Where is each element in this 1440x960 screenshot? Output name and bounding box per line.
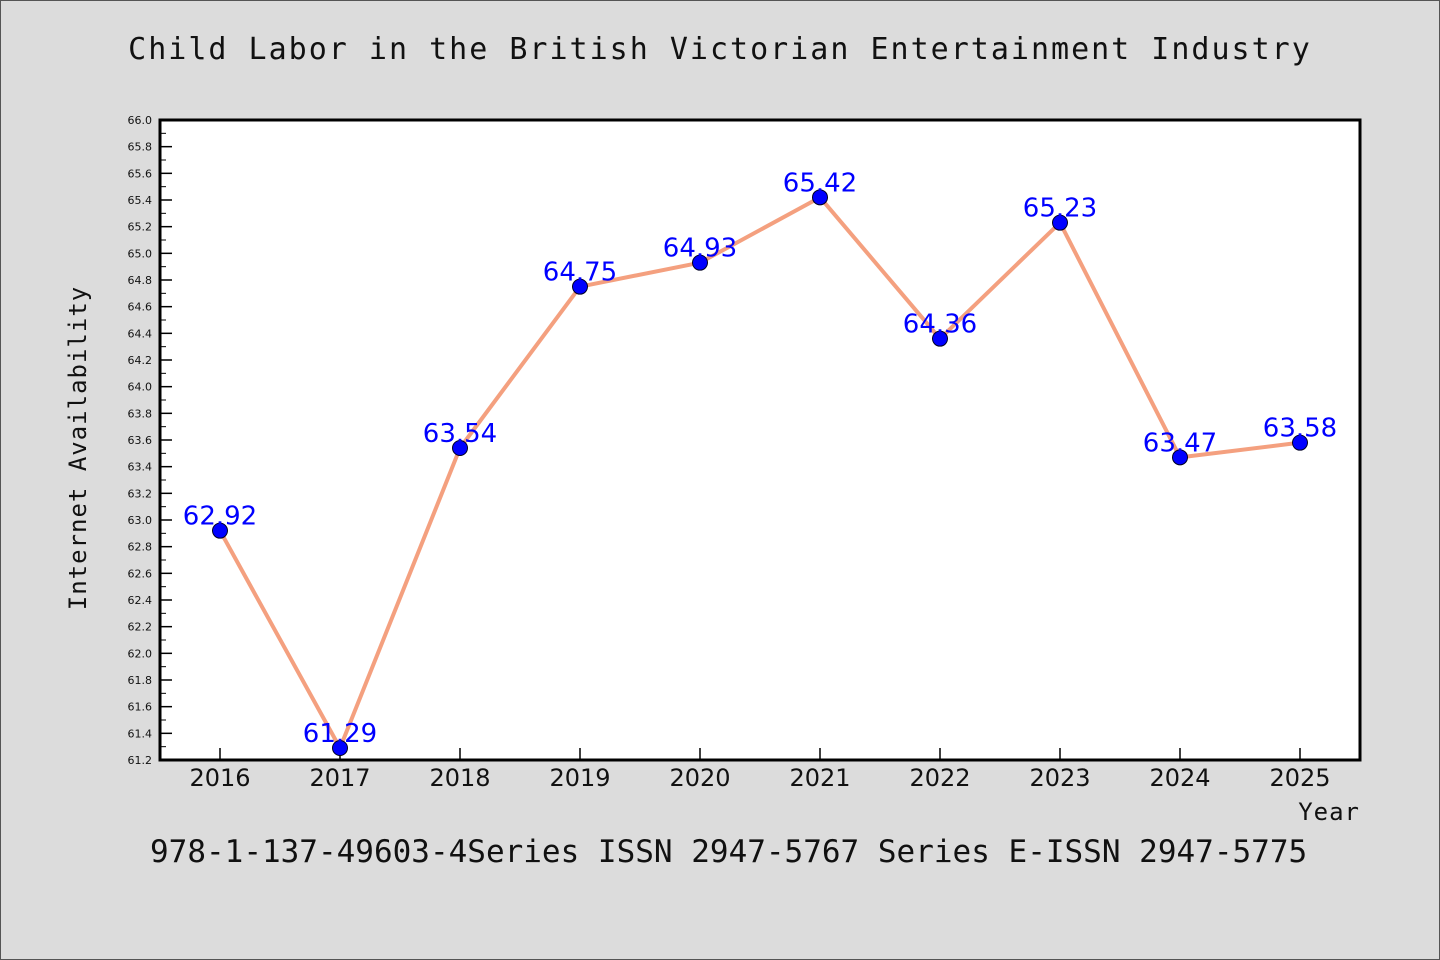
x-tick-label: 2020: [669, 764, 730, 792]
data-point: [692, 254, 708, 271]
footer-isbn: 978-1-137-49603-4Series ISSN 2947-5767 S…: [150, 834, 1308, 870]
y-tick-label: 64.4: [128, 327, 153, 340]
y-tick-label: 65.2: [128, 221, 153, 234]
data-label: 61.29: [303, 719, 377, 749]
data-label: 63.47: [1143, 428, 1217, 458]
y-tick-label: 61.6: [128, 701, 153, 714]
data-label: 64.36: [903, 310, 977, 340]
x-tick-label: 2023: [1029, 764, 1090, 792]
y-axis-label: Internet Availability: [64, 286, 92, 610]
x-axis: 2016 2017 2018 2019 2020 2021 2022 2023 2024 2025: [189, 748, 1331, 792]
data-point: [812, 189, 828, 206]
y-tick-label: 63.2: [128, 487, 153, 500]
chart-title: Child Labor in the British Victorian Ent…: [128, 32, 1312, 67]
x-tick-label: 2018: [429, 764, 490, 792]
data-label: 63.58: [1263, 414, 1337, 444]
data-point: [932, 330, 948, 347]
data-label: 65.23: [1023, 194, 1097, 224]
y-axis: 61.2 61.4 61.6 61.8 62.0 62.2 62.4 62.6 62.8 63.0…: [128, 114, 172, 767]
x-tick-label: 2017: [309, 764, 370, 792]
y-tick-label: 65.8: [128, 141, 153, 154]
x-tick-label: 2022: [909, 764, 970, 792]
x-axis-label: Year: [1298, 798, 1360, 826]
series-line: [218, 195, 1302, 750]
y-tick-label: 64.0: [128, 381, 153, 394]
y-tick-label: 61.2: [128, 754, 153, 767]
data-label: 62.92: [183, 502, 257, 532]
data-point: [572, 278, 588, 295]
y-tick-label: 65.4: [128, 194, 153, 207]
data-label: 63.54: [423, 419, 497, 449]
y-tick-label: 64.8: [128, 274, 153, 287]
data-point: [332, 740, 348, 756]
data-point: [1292, 434, 1308, 451]
y-tick-label: 63.4: [128, 461, 153, 474]
data-label: 64.93: [663, 234, 737, 264]
data-point: [1052, 214, 1068, 231]
y-tick-label: 61.8: [128, 674, 153, 687]
x-tick-label: 2021: [789, 764, 850, 792]
y-tick-label: 64.2: [128, 354, 153, 367]
data-label: 65.42: [783, 168, 857, 198]
y-tick-label: 62.2: [128, 621, 153, 634]
data-label: 64.75: [543, 258, 617, 288]
plot-area: [158, 118, 1362, 762]
y-tick-label: 63.0: [128, 514, 153, 527]
x-tick-label: 2025: [1269, 764, 1330, 792]
x-tick-label: 2016: [189, 764, 250, 792]
y-tick-label: 62.8: [128, 541, 153, 554]
y-tick-label: 64.6: [128, 301, 153, 314]
y-tick-label: 66.0: [128, 114, 153, 127]
y-tick-label: 63.6: [128, 434, 153, 447]
data-point: [1172, 449, 1188, 466]
y-tick-label: 65.0: [128, 247, 153, 260]
data-point: [212, 522, 228, 539]
y-tick-label: 65.6: [128, 167, 153, 180]
x-tick-label: 2019: [549, 764, 610, 792]
y-tick-label: 62.0: [128, 647, 153, 660]
series-group: 62.92 61.29 63.54 64.75 64.93 65.42 64.36 65.23…: [183, 168, 1337, 756]
x-tick-label: 2024: [1149, 764, 1210, 792]
y-tick-label: 62.4: [128, 594, 153, 607]
data-point: [452, 440, 468, 456]
y-tick-label: 62.6: [128, 567, 153, 580]
y-tick-label: 61.4: [128, 727, 153, 740]
y-tick-label: 63.8: [128, 407, 153, 420]
